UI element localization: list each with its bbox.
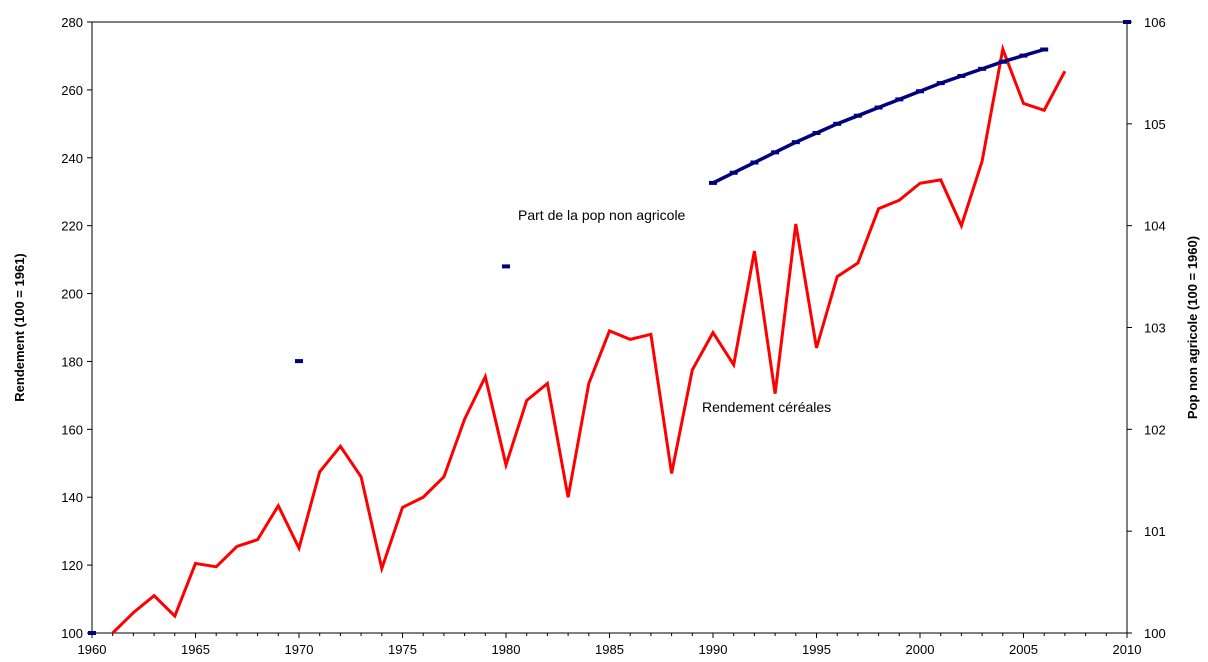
series-pop-marker — [88, 631, 96, 635]
series-pop-marker — [709, 180, 717, 185]
series-layer — [88, 20, 1131, 635]
y2-tick-label: 101 — [1144, 524, 1166, 539]
y2-tick-label: 105 — [1144, 117, 1166, 132]
y-axis-left-title: Rendement (100 = 1961) — [12, 253, 27, 401]
y-tick-label: 100 — [61, 626, 83, 641]
y-axis-right: 100 101 102 103 104 105 106 — [1127, 15, 1166, 641]
series-pop-marker — [729, 170, 738, 175]
series-pop-marker — [750, 160, 759, 165]
x-tick-label: 1965 — [181, 642, 210, 657]
y2-tick-label: 103 — [1144, 321, 1166, 336]
series-pop-marker — [812, 130, 821, 135]
y-tick-label: 140 — [61, 490, 83, 505]
annotation-pop-non-agricole: Part de la pop non agricole — [518, 207, 686, 223]
series-pop-marker — [791, 140, 800, 145]
y-axis-left: 100 120 140 160 180 200 220 240 260 280 — [61, 15, 92, 641]
series-pop-marker — [998, 59, 1007, 64]
series-pop-marker — [1123, 20, 1131, 24]
y2-tick-label: 104 — [1144, 219, 1166, 234]
x-tick-label: 1975 — [388, 642, 417, 657]
y-tick-label: 260 — [61, 83, 83, 98]
series-pop-marker — [936, 81, 945, 86]
y2-tick-label: 102 — [1144, 422, 1166, 437]
series-pop-marker — [502, 264, 510, 269]
x-tick-label: 1995 — [802, 642, 831, 657]
plot-frame — [91, 21, 1128, 634]
series-pop-marker — [957, 73, 966, 78]
series-rendement-line — [111, 43, 1067, 635]
y2-tick-label: 100 — [1144, 626, 1166, 641]
x-tick-label: 1980 — [492, 642, 521, 657]
series-pop-marker — [874, 105, 883, 110]
y-tick-label: 180 — [61, 354, 83, 369]
x-tick-label: 1990 — [699, 642, 728, 657]
x-tick-label: 1985 — [595, 642, 624, 657]
series-pop-marker — [853, 113, 862, 118]
series-pop-marker — [895, 97, 904, 102]
x-axis: 1960 1965 1970 1975 1980 1985 1990 1995 2000 2005… — [78, 633, 1142, 657]
y-tick-label: 120 — [61, 558, 83, 573]
y-tick-label: 280 — [61, 15, 83, 30]
series-pop-marker — [916, 89, 924, 94]
annotation-rendement-cereales: Rendement céréales — [702, 399, 831, 415]
x-tick-label: 1960 — [78, 642, 107, 657]
y-tick-label: 240 — [61, 151, 83, 166]
series-pop-marker — [833, 121, 842, 126]
y2-tick-label: 106 — [1144, 15, 1166, 30]
x-tick-label: 1970 — [285, 642, 314, 657]
y-tick-label: 160 — [61, 422, 83, 437]
x-tick-label: 2010 — [1113, 642, 1142, 657]
series-pop-marker — [771, 150, 780, 155]
x-tick-label: 2000 — [906, 642, 935, 657]
series-pop-marker — [978, 66, 987, 71]
y-axis-right-title: Pop non agricole (100 = 1960) — [1185, 236, 1200, 419]
series-pop-marker — [295, 359, 303, 364]
y-tick-label: 200 — [61, 287, 83, 302]
y-tick-label: 220 — [61, 219, 83, 234]
series-pop-marker — [1040, 47, 1049, 52]
x-tick-label: 2005 — [1009, 642, 1038, 657]
series-pop-marker — [1019, 53, 1028, 58]
plot-area — [91, 21, 1128, 634]
